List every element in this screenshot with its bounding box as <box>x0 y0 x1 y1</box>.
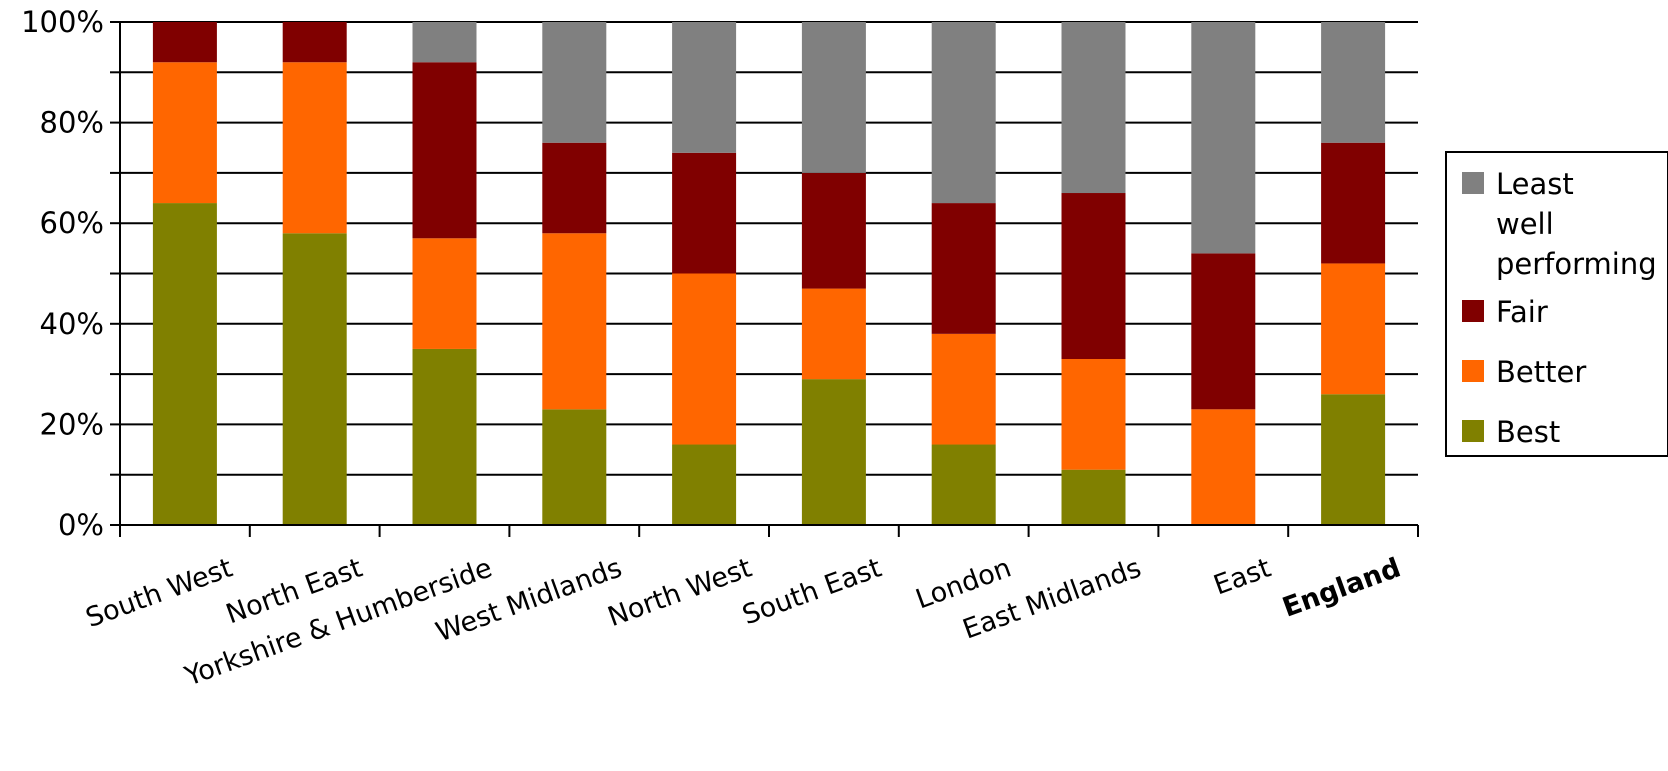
y-tick-label: 80% <box>40 106 104 140</box>
legend-label: Least well performing <box>1496 167 1657 281</box>
y-tick-labels: 0% 20% 40% 60% 80% 100% <box>21 5 104 542</box>
bar-segment <box>672 444 737 525</box>
legend-label: Fair <box>1496 295 1548 329</box>
y-tick-label: 60% <box>40 206 104 240</box>
bar-segment <box>672 152 737 274</box>
bar-segment <box>801 22 866 173</box>
bar-segment <box>152 203 217 525</box>
bar-segment <box>152 22 217 63</box>
bar-segment <box>1321 142 1386 264</box>
category-label: South West <box>82 552 237 634</box>
bar-segment <box>412 238 477 349</box>
bar-segment <box>672 22 737 153</box>
legend-swatch <box>1462 172 1484 194</box>
bar-segment <box>931 22 996 204</box>
bar-segment <box>542 233 607 410</box>
bar-segment <box>1191 409 1256 525</box>
bar-segment <box>1321 263 1386 395</box>
category-label: England <box>1279 552 1405 623</box>
bar-segment <box>801 379 866 525</box>
legend-swatch <box>1462 300 1484 322</box>
bar-segment <box>672 273 737 445</box>
bar-segment <box>1191 22 1256 254</box>
bar-segment <box>412 22 477 63</box>
bar-segment <box>801 288 866 380</box>
bar-segment <box>542 142 607 234</box>
bar-segment <box>282 233 347 525</box>
bar-segment <box>1321 22 1386 143</box>
bar-segment <box>412 348 477 525</box>
bar-segment <box>1061 359 1126 470</box>
bar-segment <box>1191 253 1256 410</box>
bar-segment <box>931 333 996 445</box>
bar-segment <box>931 203 996 334</box>
bar-segment <box>1061 22 1126 194</box>
bars <box>152 22 1386 525</box>
bar-segment <box>282 22 347 63</box>
bar-segment <box>282 62 347 234</box>
y-tick-label: 20% <box>40 407 104 441</box>
y-tick-label: 100% <box>21 5 104 39</box>
axes <box>110 21 1419 537</box>
bar-segment <box>542 22 607 143</box>
bar-segment <box>1321 394 1386 525</box>
bar-segment <box>152 62 217 204</box>
category-label: East <box>1210 552 1275 601</box>
bar-segment <box>1061 193 1126 360</box>
legend-label: Better <box>1496 355 1586 389</box>
bar-segment <box>1061 469 1126 525</box>
legend-swatch <box>1462 360 1484 382</box>
bar-segment <box>801 172 866 289</box>
y-tick-label: 0% <box>58 508 104 542</box>
bar-segment <box>542 409 607 525</box>
legend-label: Best <box>1496 415 1560 449</box>
legend: Least well performing Fair Better Best <box>1445 151 1668 457</box>
legend-swatch <box>1462 420 1484 442</box>
category-label: North West <box>604 552 756 633</box>
bar-segment <box>931 444 996 525</box>
category-label: South East <box>738 552 885 631</box>
y-tick-label: 40% <box>40 307 104 341</box>
bar-segment <box>412 62 477 239</box>
